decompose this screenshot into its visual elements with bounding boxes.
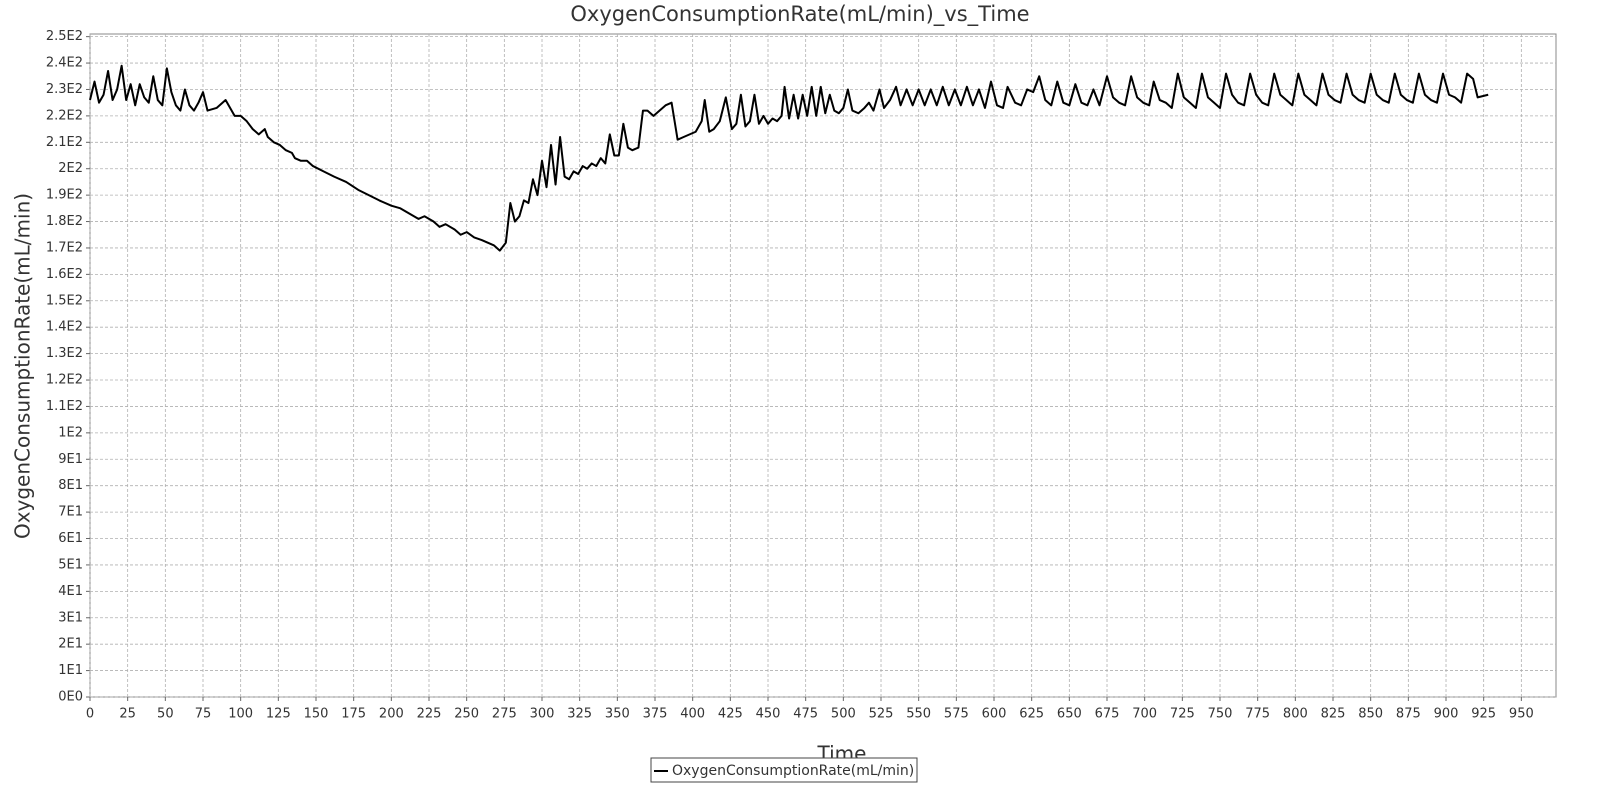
y-tick-label: 1E2 [58, 425, 83, 440]
y-tick-label: 7E1 [58, 505, 83, 520]
x-tick-label: 300 [530, 707, 555, 722]
y-tick-label: 1.8E2 [46, 214, 83, 229]
y-tick-label: 6E1 [58, 531, 83, 546]
x-tick-label: 25 [119, 707, 136, 722]
x-tick-label: 0 [86, 707, 94, 722]
x-tick-label: 425 [718, 707, 743, 722]
y-tick-label: 1.9E2 [46, 188, 83, 203]
y-tick-label: 2.3E2 [46, 82, 83, 97]
y-tick-label: 1E1 [58, 663, 83, 678]
x-tick-label: 375 [643, 707, 668, 722]
y-tick-label: 1.6E2 [46, 267, 83, 282]
x-tick-label: 350 [605, 707, 630, 722]
x-tick-label: 325 [567, 707, 592, 722]
y-tick-label: 2.5E2 [46, 29, 83, 44]
x-tick-label: 450 [756, 707, 781, 722]
x-tick-label: 100 [228, 707, 253, 722]
x-tick-label: 550 [906, 707, 931, 722]
y-tick-label: 0E0 [58, 690, 83, 705]
y-tick-label: 5E1 [58, 557, 83, 572]
x-tick-label: 275 [492, 707, 517, 722]
x-tick-label: 850 [1358, 707, 1383, 722]
x-tick-label: 225 [417, 707, 442, 722]
x-tick-label: 175 [341, 707, 366, 722]
x-tick-label: 475 [793, 707, 818, 722]
legend-label: OxygenConsumptionRate(mL/min) [672, 763, 914, 779]
x-tick-label: 775 [1245, 707, 1270, 722]
y-tick-label: 2E1 [58, 637, 83, 652]
x-tick-label: 725 [1170, 707, 1195, 722]
y-axis-label: OxygenConsumptionRate(mL/min) [11, 193, 35, 539]
x-tick-label: 525 [869, 707, 894, 722]
x-tick-label: 625 [1019, 707, 1044, 722]
y-tick-label: 1.3E2 [46, 346, 83, 361]
x-tick-label: 750 [1208, 707, 1233, 722]
x-tick-label: 925 [1471, 707, 1496, 722]
x-tick-label: 50 [157, 707, 174, 722]
y-tick-label: 1.2E2 [46, 373, 83, 388]
y-tick-label: 8E1 [58, 478, 83, 493]
x-tick-label: 75 [195, 707, 212, 722]
y-tick-label: 1.7E2 [46, 240, 83, 255]
chart-title: OxygenConsumptionRate(mL/min)_vs_Time [570, 2, 1029, 27]
y-tick-label: 2E2 [58, 161, 83, 176]
legend-box [650, 757, 918, 783]
plot-area [89, 33, 1557, 698]
y-tick-label: 3E1 [58, 610, 83, 625]
x-tick-label: 400 [680, 707, 705, 722]
y-tick-label: 2.4E2 [46, 56, 83, 71]
x-tick-label: 500 [831, 707, 856, 722]
y-tick-label: 2.1E2 [46, 135, 83, 150]
x-tick-label: 825 [1321, 707, 1346, 722]
x-tick-label: 800 [1283, 707, 1308, 722]
y-tick-label: 1.5E2 [46, 293, 83, 308]
x-tick-label: 900 [1434, 707, 1459, 722]
x-tick-label: 150 [304, 707, 329, 722]
x-tick-label: 575 [944, 707, 969, 722]
x-tick-label: 875 [1396, 707, 1421, 722]
y-tick-label: 9E1 [58, 452, 83, 467]
x-tick-label: 650 [1057, 707, 1082, 722]
x-tick-label: 250 [454, 707, 479, 722]
x-tick-label: 125 [266, 707, 291, 722]
x-tick-label: 700 [1132, 707, 1157, 722]
x-tick-label: 950 [1509, 707, 1534, 722]
x-tick-label: 600 [982, 707, 1007, 722]
y-tick-label: 1.1E2 [46, 399, 83, 414]
x-tick-label: 200 [379, 707, 404, 722]
y-tick-label: 4E1 [58, 584, 83, 599]
y-tick-label: 1.4E2 [46, 320, 83, 335]
x-tick-label: 675 [1095, 707, 1120, 722]
data-line [89, 64, 1489, 252]
y-tick-label: 2.2E2 [46, 108, 83, 123]
